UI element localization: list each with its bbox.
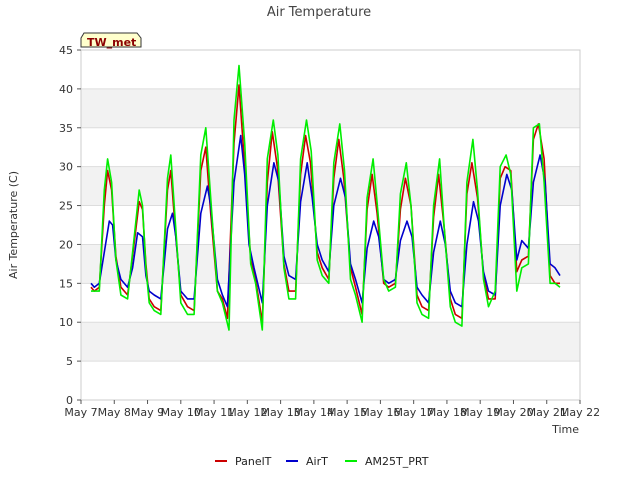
legend-label: AM25T_PRT <box>365 455 429 468</box>
series-line-am25t-prt <box>91 64 561 331</box>
x-tick-label: May 13 <box>260 406 300 419</box>
grid-band <box>81 322 580 362</box>
grid-band <box>81 50 580 89</box>
x-axis-label: Time <box>551 423 579 436</box>
station-badge-box <box>80 32 142 48</box>
grid-band <box>81 166 580 206</box>
y-tick-label: 35 <box>59 122 73 135</box>
chart-title: Air Temperature <box>267 5 371 20</box>
y-tick-label: 15 <box>59 277 73 290</box>
grid-band <box>81 361 580 400</box>
x-tick-label: May 12 <box>227 406 267 419</box>
x-tick-label: May 20 <box>493 406 533 419</box>
legend: PanelT AirT AM25T_PRT <box>215 455 429 468</box>
x-tick-label: May 22 <box>560 406 600 419</box>
y-tick-label: 5 <box>66 355 73 368</box>
series-layer <box>90 64 561 331</box>
x-tick-label: May 9 <box>131 406 164 419</box>
legend-label: AirT <box>306 455 328 468</box>
legend-label: PanelT <box>235 455 272 468</box>
y-tick-label: 10 <box>59 316 73 329</box>
plot-area-frame <box>80 49 581 401</box>
y-tick-label: 0 <box>66 394 73 407</box>
y-axis-ticks: 0 5 10 15 20 25 30 35 40 45 <box>59 44 81 407</box>
y-axis-label: Air Temperature (C) <box>7 171 20 279</box>
y-tick-label: 20 <box>59 238 73 251</box>
x-tick-label: May 14 <box>294 406 334 419</box>
y-tick-label: 25 <box>59 200 73 213</box>
x-tick-label: May 8 <box>98 406 131 419</box>
x-tick-label: May 11 <box>194 406 234 419</box>
x-tick-label: May 10 <box>161 406 201 419</box>
grid-band <box>81 88 580 128</box>
x-tick-label: May 21 <box>527 406 567 419</box>
y-tick-label: 40 <box>59 83 73 96</box>
y-tick-label: 30 <box>59 161 73 174</box>
x-tick-label: May 19 <box>460 406 500 419</box>
station-badge: TW_met <box>80 32 142 49</box>
x-tick-label: May 18 <box>427 406 467 419</box>
grid-band <box>81 283 580 323</box>
x-tick-label: May 7 <box>64 406 97 419</box>
x-tick-label: May 15 <box>327 406 367 419</box>
y-tick-label: 45 <box>59 44 73 57</box>
x-tick-label: May 16 <box>360 406 400 419</box>
grid-band <box>81 127 580 167</box>
x-tick-label: May 17 <box>394 406 434 419</box>
station-badge-label: TW_met <box>87 36 136 49</box>
